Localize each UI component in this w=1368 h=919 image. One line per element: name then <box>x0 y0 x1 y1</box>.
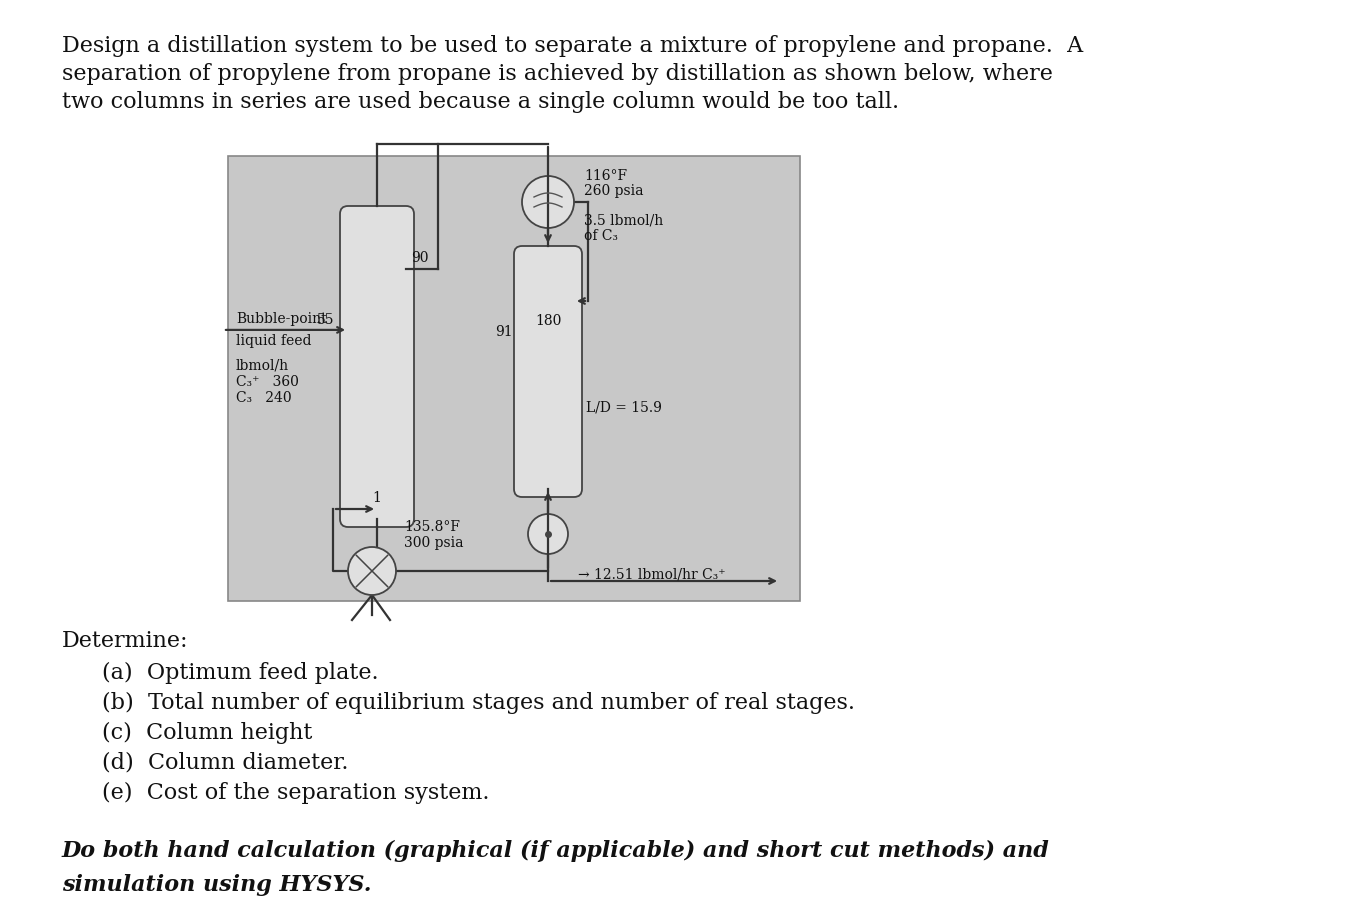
Text: lbmol/h: lbmol/h <box>237 358 289 372</box>
Text: 116°F: 116°F <box>584 169 627 183</box>
Circle shape <box>347 548 395 596</box>
Text: of C₃: of C₃ <box>584 229 618 243</box>
Text: 260 psia: 260 psia <box>584 184 643 198</box>
Text: → 12.51 lbmol/hr C₃⁺: → 12.51 lbmol/hr C₃⁺ <box>579 566 725 581</box>
Bar <box>228 157 800 601</box>
Text: Do both hand calculation (graphical (if applicable) and short cut methods) and: Do both hand calculation (graphical (if … <box>62 839 1049 861</box>
FancyBboxPatch shape <box>514 246 581 497</box>
Text: L/D = 15.9: L/D = 15.9 <box>586 401 662 414</box>
Text: C₃⁺   360: C₃⁺ 360 <box>237 375 298 389</box>
Text: 1: 1 <box>372 491 382 505</box>
Text: 55: 55 <box>317 312 335 326</box>
Text: C₃   240: C₃ 240 <box>237 391 291 404</box>
Text: (b)  Total number of equilibrium stages and number of real stages.: (b) Total number of equilibrium stages a… <box>103 691 855 713</box>
Text: (c)  Column height: (c) Column height <box>103 721 312 743</box>
Text: Design a distillation system to be used to separate a mixture of propylene and p: Design a distillation system to be used … <box>62 35 1083 57</box>
Text: separation of propylene from propane is achieved by distillation as shown below,: separation of propylene from propane is … <box>62 62 1053 85</box>
Text: (d)  Column diameter.: (d) Column diameter. <box>103 751 349 773</box>
Circle shape <box>523 176 575 229</box>
Text: 300 psia: 300 psia <box>404 536 464 550</box>
Text: 135.8°F: 135.8°F <box>404 519 460 533</box>
Circle shape <box>528 515 568 554</box>
Text: 3.5 lbmol/h: 3.5 lbmol/h <box>584 213 663 227</box>
Text: 180: 180 <box>535 313 561 327</box>
Text: 90: 90 <box>410 251 428 265</box>
Text: simulation using HYSYS.: simulation using HYSYS. <box>62 873 372 895</box>
Text: Bubble-point: Bubble-point <box>237 312 327 325</box>
Text: 91: 91 <box>495 325 513 339</box>
Text: (a)  Optimum feed plate.: (a) Optimum feed plate. <box>103 662 379 684</box>
Text: (e)  Cost of the separation system.: (e) Cost of the separation system. <box>103 781 490 803</box>
Text: Determine:: Determine: <box>62 630 189 652</box>
Text: liquid feed: liquid feed <box>237 334 312 347</box>
Text: two columns in series are used because a single column would be too tall.: two columns in series are used because a… <box>62 91 899 113</box>
FancyBboxPatch shape <box>341 207 415 528</box>
